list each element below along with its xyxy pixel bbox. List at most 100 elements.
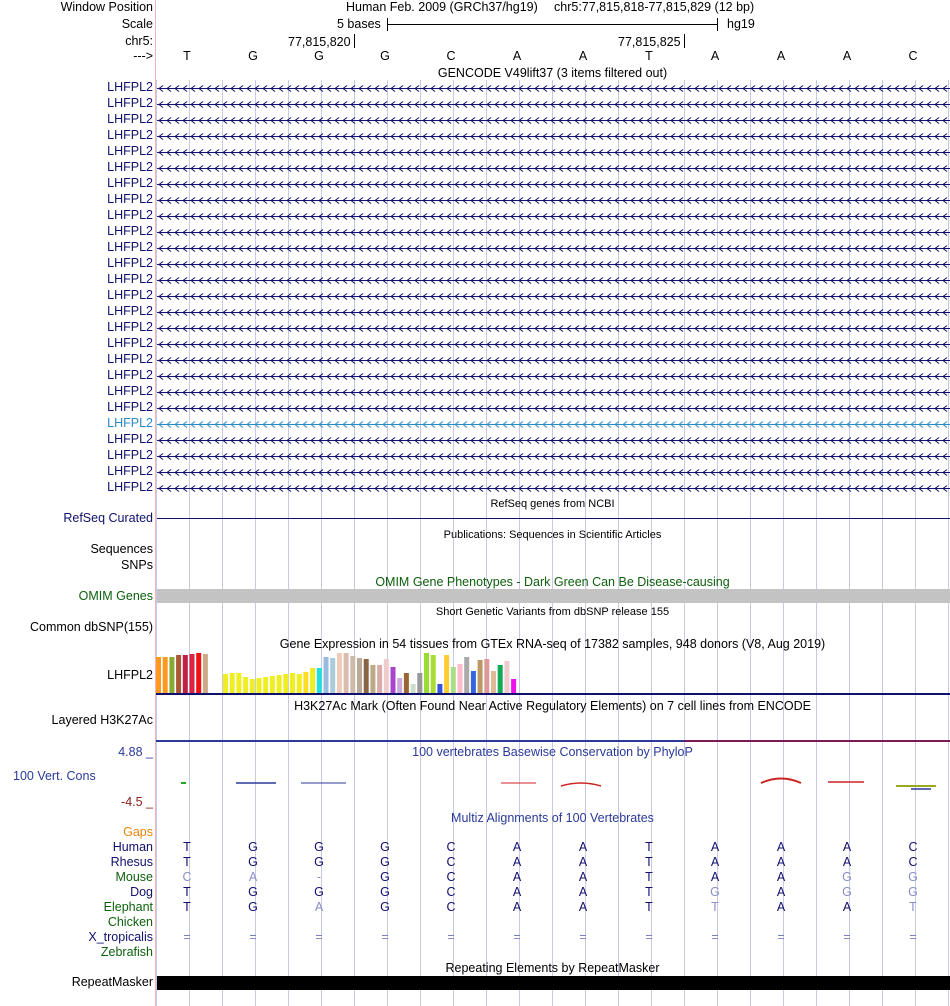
gencode-gene-label[interactable]: LHFPL2 <box>107 480 153 494</box>
gencode-gene-label[interactable]: LHFPL2 <box>107 400 153 414</box>
gencode-track-title[interactable]: GENCODE V49lift37 (3 items filtered out) <box>437 66 668 80</box>
gtex-tissue-bar[interactable] <box>484 659 490 693</box>
sequences-track-label[interactable]: Sequences <box>90 542 153 556</box>
gtex-tissue-bar[interactable] <box>410 684 416 693</box>
gtex-tissue-bar[interactable] <box>310 668 316 693</box>
gencode-gene-line[interactable] <box>157 372 950 381</box>
snps-track-label[interactable]: SNPs <box>121 558 153 572</box>
gencode-gene-line[interactable] <box>157 164 950 173</box>
gtex-tissue-bar[interactable] <box>444 655 450 693</box>
gencode-gene-label[interactable]: LHFPL2 <box>107 464 153 478</box>
gencode-gene-line[interactable] <box>157 308 950 317</box>
gtex-tissue-bar[interactable] <box>290 673 295 693</box>
gencode-gene-line[interactable] <box>157 84 950 93</box>
gtex-tissue-bar[interactable] <box>169 657 175 693</box>
dbsnp-track-label[interactable]: Common dbSNP(155) <box>30 620 153 634</box>
gencode-gene-line[interactable] <box>157 292 950 301</box>
gencode-gene-label[interactable]: LHFPL2 <box>107 80 153 94</box>
gtex-tissue-bar[interactable] <box>377 665 383 693</box>
multiz-species-label[interactable]: Chicken <box>107 915 153 929</box>
gencode-gene-line[interactable] <box>157 244 950 253</box>
gtex-tissue-bar[interactable] <box>403 673 409 693</box>
gencode-gene-label[interactable]: LHFPL2 <box>107 240 153 254</box>
omim-bar[interactable] <box>157 589 950 603</box>
gencode-gene-line[interactable] <box>157 180 950 189</box>
gtex-tissue-bar[interactable] <box>350 656 356 693</box>
gencode-gene-label[interactable]: LHFPL2 <box>107 176 153 190</box>
gtex-tissue-bar[interactable] <box>196 653 202 693</box>
gencode-gene-label[interactable]: LHFPL2 <box>107 144 153 158</box>
multiz-species-label[interactable]: Rhesus <box>110 855 153 869</box>
gencode-gene-line[interactable] <box>157 132 950 141</box>
refseq-track-title[interactable]: RefSeq genes from NCBI <box>490 498 615 510</box>
gtex-tissue-bar[interactable] <box>491 671 496 693</box>
gencode-gene-label[interactable]: LHFPL2 <box>107 416 153 430</box>
gtex-tissue-bar[interactable] <box>229 673 235 693</box>
gtex-tissue-bar[interactable] <box>323 657 329 693</box>
gtex-tissue-bar[interactable] <box>430 655 436 693</box>
gtex-tissue-bar[interactable] <box>269 676 275 693</box>
gencode-gene-label[interactable]: LHFPL2 <box>107 224 153 238</box>
gtex-tissue-bar[interactable] <box>283 674 289 693</box>
omim-track-label[interactable]: OMIM Genes <box>78 589 153 603</box>
gencode-gene-line[interactable] <box>157 388 950 397</box>
gencode-gene-line[interactable] <box>157 404 950 413</box>
gtex-tissue-bar[interactable] <box>189 654 195 693</box>
gtex-tissue-bar[interactable] <box>343 653 349 693</box>
repeatmasker-track-label[interactable]: RepeatMasker <box>71 975 153 989</box>
gtex-tissue-bar[interactable] <box>330 658 336 693</box>
gencode-gene-line[interactable] <box>157 436 950 445</box>
gencode-gene-line[interactable] <box>157 276 950 285</box>
gtex-tissue-bar[interactable] <box>450 667 456 693</box>
gencode-gene-line[interactable] <box>157 420 950 429</box>
gtex-tissue-bar[interactable] <box>383 659 389 693</box>
gtex-tissue-bar[interactable] <box>477 660 483 693</box>
gtex-tissue-bar[interactable] <box>437 684 443 693</box>
publications-track-title[interactable]: Publications: Sequences in Scientific Ar… <box>443 529 662 541</box>
gtex-tissue-bar[interactable] <box>504 661 510 693</box>
h3k27ac-track-title[interactable]: H3K27Ac Mark (Often Found Near Active Re… <box>294 699 811 713</box>
gencode-gene-label[interactable]: LHFPL2 <box>107 112 153 126</box>
gtex-tissue-bar[interactable] <box>370 665 376 693</box>
gencode-gene-line[interactable] <box>157 468 950 477</box>
repeatmasker-track-title[interactable]: Repeating Elements by RepeatMasker <box>445 961 660 975</box>
gtex-tissue-bar[interactable] <box>363 659 369 693</box>
multiz-species-label[interactable]: Human <box>112 840 153 854</box>
gencode-gene-label[interactable]: LHFPL2 <box>107 160 153 174</box>
gencode-gene-line[interactable] <box>157 356 950 365</box>
multiz-species-label[interactable]: Elephant <box>103 900 153 914</box>
gencode-gene-line[interactable] <box>157 260 950 269</box>
phylop-track-label[interactable]: 100 Vert. Cons <box>13 769 96 783</box>
gtex-tissue-bar[interactable] <box>316 668 322 693</box>
gtex-tissue-bar[interactable] <box>216 660 222 693</box>
multiz-track-title[interactable]: Multiz Alignments of 100 Vertebrates <box>451 811 654 825</box>
refseq-line[interactable] <box>157 518 950 519</box>
gtex-tissue-bar[interactable] <box>511 679 517 693</box>
gencode-gene-label[interactable]: LHFPL2 <box>107 208 153 222</box>
gencode-gene-line[interactable] <box>157 212 950 221</box>
gtex-tissue-bar[interactable] <box>223 674 228 693</box>
gtex-tissue-bar[interactable] <box>182 655 188 693</box>
phylop-track-title[interactable]: 100 vertebrates Basewise Conservation by… <box>412 745 693 759</box>
gencode-gene-label[interactable]: LHFPL2 <box>107 128 153 142</box>
gtex-tissue-bar[interactable] <box>156 657 161 693</box>
gtex-tissue-bar[interactable] <box>397 678 403 693</box>
gtex-tissue-bar[interactable] <box>209 654 215 693</box>
gencode-gene-label[interactable]: LHFPL2 <box>107 304 153 318</box>
gtex-tissue-bar[interactable] <box>236 673 242 693</box>
gtex-tissue-bar[interactable] <box>243 677 249 693</box>
gencode-gene-label[interactable]: LHFPL2 <box>107 336 153 350</box>
gtex-chart[interactable] <box>156 652 536 694</box>
gencode-gene-label[interactable]: LHFPL2 <box>107 288 153 302</box>
gtex-track-title[interactable]: Gene Expression in 54 tissues from GTEx … <box>279 637 826 651</box>
gtex-tissue-bar[interactable] <box>296 674 302 693</box>
gtex-tissue-bar[interactable] <box>417 673 423 693</box>
omim-track-title[interactable]: OMIM Gene Phenotypes - Dark Green Can Be… <box>375 575 730 589</box>
refseq-track-label[interactable]: RefSeq Curated <box>63 511 153 525</box>
gtex-tissue-bar[interactable] <box>176 655 182 693</box>
position-title[interactable]: chr5:77,815,818-77,815,829 (12 bp) <box>554 0 755 14</box>
multiz-species-label[interactable]: Mouse <box>115 870 153 884</box>
gencode-gene-label[interactable]: LHFPL2 <box>107 448 153 462</box>
gtex-tissue-bar[interactable] <box>470 671 476 693</box>
dbsnp-track-title[interactable]: Short Genetic Variants from dbSNP releas… <box>435 606 670 618</box>
